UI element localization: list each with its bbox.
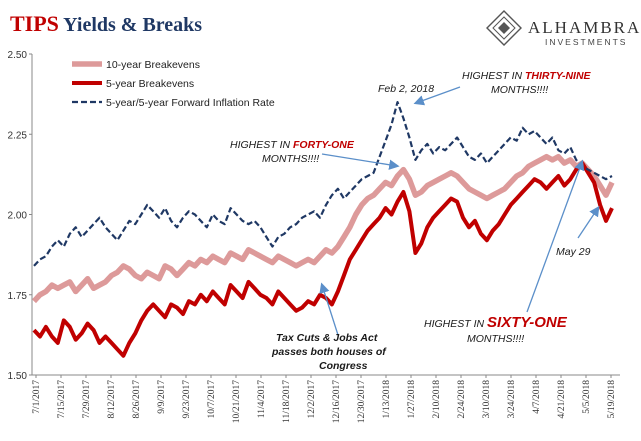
legend: 10-year Breakevens 5-year Breakevens 5-y… [72,59,275,109]
x-tick-label: 4/7/2018 [532,380,542,414]
x-tick-label: 2/10/2018 [432,380,442,419]
series-group [31,100,615,358]
chart-title: TIPS Yields & Breaks [10,11,202,36]
title-rest: Yields & Breaks [59,14,202,36]
y-tick-label: 1.75 [8,291,28,302]
lattice-diamond-icon [486,10,522,46]
x-tick-label: 11/18/2017 [282,380,292,423]
x-tick-label: 8/26/2017 [132,380,142,419]
y-tick-label: 2.50 [8,50,28,61]
y-tick-label: 1.50 [8,371,28,382]
brand-sub: INVESTMENTS [545,37,627,47]
annotation-61-prefix: HIGHEST IN [424,318,487,330]
annotation-feb-2: Feb 2, 2018 [378,83,434,95]
annotation-may-29: May 29 [556,246,591,258]
annotation-61-line1: HIGHEST IN SIXTY-ONE [424,314,568,331]
x-tick-label: 1/27/2018 [407,380,417,419]
annotation-tax-line1: Tax Cuts & Jobs Act [276,332,378,344]
annotation-39-prefix: HIGHEST IN [462,70,525,82]
x-tick-label: 3/10/2018 [482,380,492,419]
annotation-41-prefix: HIGHEST IN [230,139,293,151]
x-tick-label: 9/9/2017 [157,380,167,414]
annotation-41-line1: HIGHEST IN FORTY-ONE [230,139,355,151]
x-tick-label: 12/2/2017 [307,380,317,419]
legend-label-5y5y: 5-year/5-year Forward Inflation Rate [106,97,275,109]
arrow-61-months [526,159,585,313]
x-tick-label: 12/16/2017 [332,380,342,424]
x-tick-label: 11/4/2017 [257,380,267,418]
x-tick-label: 7/29/2017 [82,380,92,419]
series-line-5y5y-forward [33,100,613,267]
y-tick-label: 2.25 [8,130,28,141]
annotation-61-red: SIXTY-ONE [487,314,568,331]
x-tick-label: 4/21/2018 [557,380,567,419]
arrow-tax-cuts [319,282,339,336]
brand-name: ALHAMBRA [528,18,641,37]
x-tick-label: 7/15/2017 [57,380,67,419]
y-ticks: 1.50 1.75 2.00 2.25 2.50 [8,50,32,382]
x-ticks: 7/1/2017 7/15/2017 7/29/2017 8/12/2017 8/26/… [32,375,617,423]
series-line-10yr-breakevens [31,153,615,304]
x-tick-label: 10/7/2017 [207,380,217,419]
x-tick-label: 7/1/2017 [32,380,42,414]
title-tips: TIPS [10,11,59,36]
x-tick-label: 1/13/2018 [382,380,392,419]
annotation-41-red: FORTY-ONE [293,139,355,151]
series-line-5yr-breakevens [32,161,614,358]
annotation-tax-line3: Congress [319,360,368,372]
annotation-39-line1: HIGHEST IN THIRTY-NINE [462,70,592,82]
arrow-41-months [321,153,400,170]
x-tick-label: 9/23/2017 [182,380,192,419]
x-tick-label: 8/12/2017 [107,380,117,419]
x-tick-label: 12/30/2017 [357,380,367,424]
legend-label-5yr: 5-year Breakevens [106,78,194,90]
annotation-39-red: THIRTY-NINE [525,70,592,82]
arrow-may-29 [577,205,600,239]
x-tick-label: 3/24/2018 [507,380,517,419]
x-tick-label: 2/24/2018 [457,380,467,419]
arrow-39-months [413,86,461,106]
x-tick-label: 5/19/2018 [607,380,617,419]
annotation-arrows [319,86,600,336]
x-tick-label: 10/21/2017 [232,380,242,424]
legend-label-10yr: 10-year Breakevens [106,59,200,71]
x-tick-label: 5/5/2018 [582,380,592,414]
annotation-39-line2: MONTHS!!!! [491,84,548,96]
annotation-tax-line2: passes both houses of [271,346,387,358]
y-tick-label: 2.00 [8,211,28,222]
annotation-61-line2: MONTHS!!!! [467,333,524,345]
annotation-41-line2: MONTHS!!!! [262,153,319,165]
